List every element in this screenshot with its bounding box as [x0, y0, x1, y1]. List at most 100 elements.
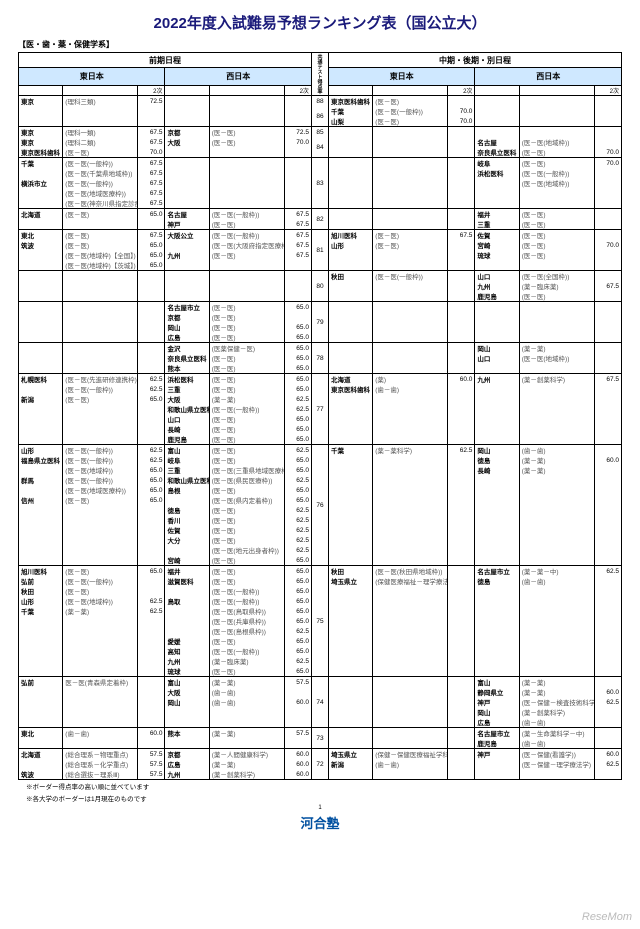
dept-cell [519, 586, 594, 596]
univ-cell: 京都 [165, 312, 209, 322]
score-cell [594, 188, 621, 198]
score-cell [448, 96, 475, 107]
univ-cell [328, 147, 372, 158]
score-cell [594, 636, 621, 646]
univ-cell: 福井 [475, 209, 519, 220]
univ-cell: 東京医科歯科 [19, 147, 63, 158]
score-cell: 67.5 [594, 374, 621, 385]
dept-cell: (薬－薬) [209, 728, 284, 739]
dept-cell [519, 646, 594, 656]
score-cell [594, 332, 621, 343]
dept-cell [209, 291, 284, 302]
score-cell: 62.5 [284, 535, 311, 545]
score-cell: 67.5 [448, 230, 475, 241]
dept-cell: (歯－歯) [373, 759, 448, 769]
score-cell: 65.0 [284, 566, 311, 577]
dept-cell [373, 363, 448, 374]
dept-cell [519, 666, 594, 677]
dept-cell: (医－医) [209, 555, 284, 566]
univ-cell [165, 260, 209, 271]
univ-cell [475, 188, 519, 198]
univ-cell: 九州 [165, 656, 209, 666]
dept-cell [373, 137, 448, 147]
univ-cell [19, 302, 63, 313]
dept-cell: (医－医(地域枠)【茨城】) [63, 260, 138, 271]
univ-cell [328, 260, 372, 271]
univ-cell: 九州 [475, 281, 519, 291]
score-cell [448, 697, 475, 707]
score-cell [594, 96, 621, 107]
score-cell [284, 188, 311, 198]
univ-cell: 富山 [475, 677, 519, 688]
score-cell [138, 404, 165, 414]
univ-cell [475, 116, 519, 127]
univ-cell: 広島 [475, 717, 519, 728]
dept-cell [63, 363, 138, 374]
score-cell [594, 394, 621, 404]
dept-cell [373, 728, 448, 739]
dept-cell [63, 281, 138, 291]
score-cell: 65.0 [284, 332, 311, 343]
dept-cell: (歯－歯) [519, 445, 594, 456]
dept-cell: (医－医(大阪府指定医療枠)) [209, 240, 284, 250]
univ-cell [165, 291, 209, 302]
dept-cell [519, 322, 594, 332]
univ-cell: 香川 [165, 515, 209, 525]
univ-cell [475, 606, 519, 616]
dept-cell [373, 168, 448, 178]
univ-cell: 群馬 [19, 475, 63, 485]
univ-cell: 北海道 [19, 209, 63, 220]
dept-cell: (医－医) [63, 147, 138, 158]
univ-cell: 山口 [165, 414, 209, 424]
univ-cell [475, 302, 519, 313]
dept-cell: (医－医(一般枠)) [63, 178, 138, 188]
univ-cell: 京都 [165, 127, 209, 138]
univ-cell: 大阪 [165, 137, 209, 147]
univ-cell: 岡山 [475, 707, 519, 717]
univ-cell [19, 434, 63, 445]
score-cell [138, 646, 165, 656]
dept-cell: (医－医) [209, 525, 284, 535]
univ-cell: 名古屋市立 [475, 566, 519, 577]
score-cell [594, 586, 621, 596]
score-cell: 65.0 [284, 616, 311, 626]
score-cell [138, 555, 165, 566]
dept-cell [373, 312, 448, 322]
dept-cell [373, 188, 448, 198]
score-cell [138, 576, 165, 586]
score-cell: 70.0 [594, 147, 621, 158]
score-cell [594, 209, 621, 220]
univ-cell: 高知 [165, 646, 209, 656]
score-cell: 67.5 [284, 209, 311, 220]
univ-cell [328, 606, 372, 616]
center-score-cell: 79 [311, 302, 328, 343]
score-cell [594, 555, 621, 566]
dept-cell [373, 178, 448, 188]
score-cell [594, 116, 621, 127]
center-score-cell: 81 [311, 230, 328, 271]
dept-cell [63, 332, 138, 343]
dept-cell: (薬－生命薬科学－中) [519, 728, 594, 739]
dept-cell: (医－医) [373, 116, 448, 127]
dept-cell: (薬－薬) [63, 606, 138, 616]
dept-cell: (医－医(地域枠)) [519, 353, 594, 363]
dept-cell: (薬－臨床薬) [519, 281, 594, 291]
univ-cell: 富山 [165, 677, 209, 688]
score-cell: 62.5 [138, 445, 165, 456]
score-cell: 65.0 [284, 363, 311, 374]
score-cell [284, 271, 311, 282]
dept-cell [209, 188, 284, 198]
score-cell [448, 219, 475, 230]
univ-cell [165, 495, 209, 505]
dept-cell: (医－医) [209, 455, 284, 465]
score-cell: 65.0 [138, 394, 165, 404]
score-cell [594, 475, 621, 485]
dept-cell: (歯－歯) [373, 384, 448, 394]
univ-cell: 三重 [475, 219, 519, 230]
dept-cell: (医－医(一般枠)) [209, 230, 284, 241]
score-cell: 60.0 [138, 728, 165, 739]
univ-cell [19, 687, 63, 697]
univ-cell [19, 465, 63, 475]
score-cell [594, 616, 621, 626]
univ-cell [328, 250, 372, 260]
